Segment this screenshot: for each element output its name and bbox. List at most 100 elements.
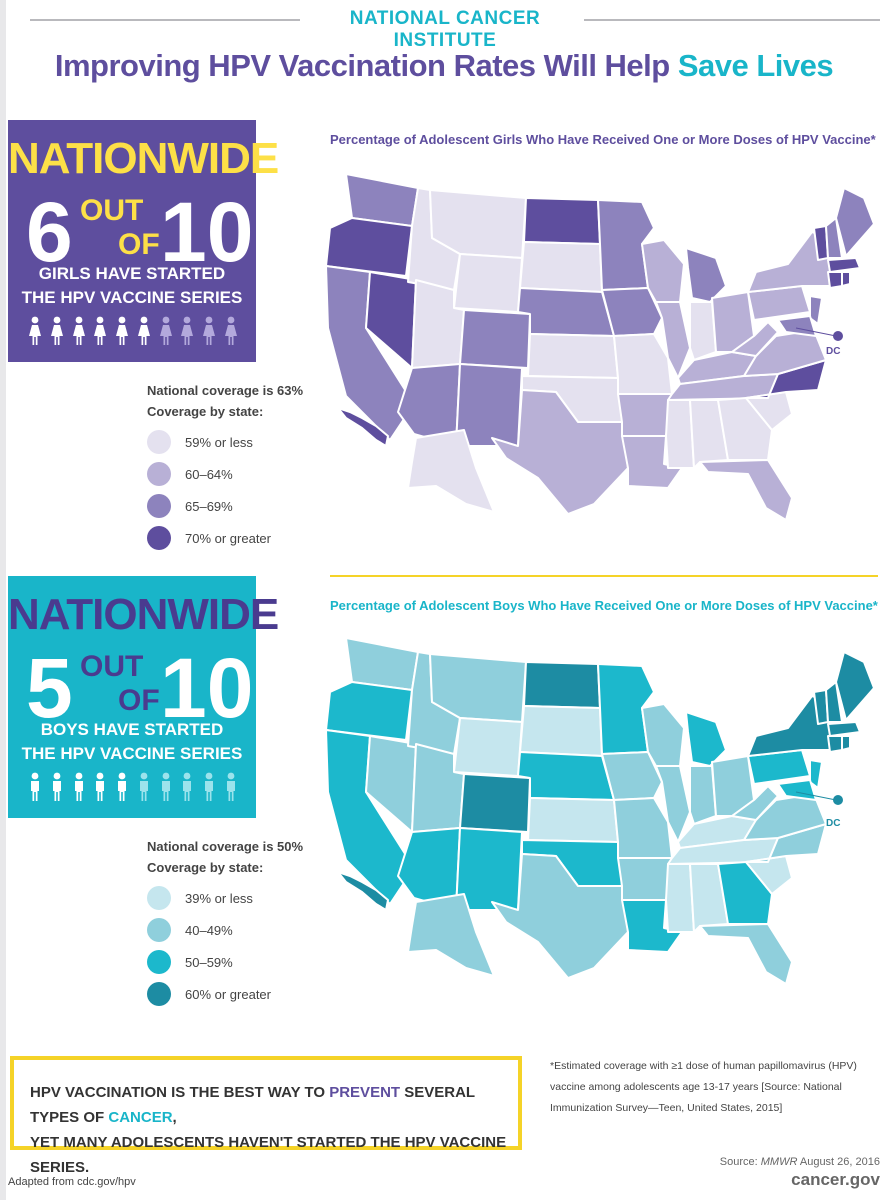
girl-icon — [224, 316, 238, 351]
girls-stat-box: NATIONWIDE 6 OUT OF 10 GIRLS HAVE STARTE… — [8, 120, 279, 362]
map-state-wv — [731, 785, 779, 821]
map-state-nd — [523, 661, 601, 709]
legend-label: 65–69% — [185, 498, 233, 514]
girls-legend-item: 70% or greater — [147, 526, 271, 550]
boy-icon — [115, 772, 129, 807]
legend-label: 39% or less — [185, 890, 253, 906]
header-rule-right — [584, 19, 880, 21]
girl-icon — [28, 316, 42, 351]
map-state-mo — [613, 333, 673, 395]
callout-part-3: , — [172, 1109, 177, 1126]
source-publication: MMWR — [760, 1156, 798, 1168]
section-divider — [330, 575, 878, 577]
boy-icon — [50, 772, 64, 807]
boy-icon — [93, 772, 107, 807]
legend-label: 60–64% — [185, 466, 233, 482]
girl-icon — [202, 316, 216, 351]
map-state-or — [325, 681, 413, 741]
girls-us-map — [325, 173, 875, 521]
map-state-or — [325, 217, 413, 277]
legend-label: 59% or less — [185, 434, 253, 450]
girls-caption-1: GIRLS HAVE STARTED — [38, 264, 226, 283]
legend-label: 40–49% — [185, 922, 233, 938]
boy-icon — [137, 772, 151, 807]
map-state-ak — [407, 893, 495, 977]
legend-swatch — [147, 950, 171, 974]
legend-label: 50–59% — [185, 954, 233, 970]
map-state-wy — [453, 717, 523, 777]
map-state-va — [743, 793, 827, 841]
map-state-ne — [517, 287, 615, 337]
map-state-co — [459, 309, 531, 369]
girls-legend-item: 60–64% — [147, 462, 233, 486]
boys-us-map — [325, 637, 875, 985]
org-name: NATIONAL CANCER INSTITUTE — [349, 8, 541, 51]
girls-legend-item: 59% or less — [147, 430, 253, 454]
girl-icon — [50, 316, 64, 351]
source-date: August 26, 2016 — [797, 1156, 880, 1168]
map-state-ri — [841, 735, 851, 751]
map-state-md — [777, 315, 817, 337]
map-state-me — [835, 651, 875, 721]
map-state-co — [459, 773, 531, 833]
map-state-ne — [517, 751, 615, 801]
map-state-ms — [665, 399, 695, 469]
page-title: Improving HPV Vaccination Rates Will Hel… — [0, 48, 888, 84]
girls-icon-row — [28, 316, 238, 351]
girls-total: 10 — [160, 185, 254, 279]
boys-legend-item: 60% or greater — [147, 982, 271, 1006]
map-state-mi — [685, 711, 727, 767]
header-rule-left — [30, 19, 300, 21]
boy-icon — [224, 772, 238, 807]
legend-swatch — [147, 982, 171, 1006]
map-state-mo — [613, 797, 673, 859]
girl-icon — [137, 316, 151, 351]
boys-of-word: OF — [118, 684, 160, 717]
map-state-nj — [809, 759, 823, 789]
legend-swatch — [147, 886, 171, 910]
boys-caption-1: BOYS HAVE STARTED — [40, 720, 224, 739]
map-state-md — [777, 779, 817, 801]
map-state-nj — [809, 295, 823, 325]
adapted-from: Adapted from cdc.gov/hpv — [8, 1176, 136, 1188]
boys-caption-2: THE HPV VACCINE SERIES — [21, 744, 243, 763]
map-state-va — [743, 329, 827, 377]
callout-cancer: CANCER — [108, 1109, 173, 1126]
site-url: cancer.gov — [791, 1170, 880, 1189]
boys-dc-label: DC — [826, 818, 841, 829]
legend-swatch — [147, 494, 171, 518]
map-state-ia — [601, 751, 663, 801]
boys-icon-row — [28, 772, 238, 807]
girl-icon — [93, 316, 107, 351]
map-state-sd — [519, 241, 603, 293]
girls-out-word: OUT — [80, 194, 144, 227]
map-state-nd — [523, 197, 601, 245]
boy-icon — [28, 772, 42, 807]
map-state-ma — [827, 257, 861, 273]
boys-legend-item: 50–59% — [147, 950, 233, 974]
boys-legend-item: 40–49% — [147, 918, 233, 942]
map-state-fl — [699, 459, 793, 521]
girls-dc-label: DC — [826, 346, 841, 357]
legend-swatch — [147, 526, 171, 550]
map-state-tx — [491, 389, 629, 515]
map-state-ia — [601, 287, 663, 337]
girl-icon — [72, 316, 86, 351]
map-state-ma — [827, 721, 861, 737]
map-state-ks — [527, 333, 619, 379]
title-accent: Save Lives — [677, 48, 834, 83]
map-state-in — [689, 765, 717, 825]
map-state-hi — [337, 871, 389, 911]
boys-total: 10 — [160, 641, 254, 735]
girl-icon — [115, 316, 129, 351]
map-state-hi — [337, 407, 389, 447]
legend-swatch — [147, 462, 171, 486]
map-dc-marker — [833, 331, 843, 341]
girls-map-title: Percentage of Adolescent Girls Who Have … — [330, 132, 876, 147]
boy-icon — [202, 772, 216, 807]
boys-count: 5 — [26, 641, 73, 735]
girls-nationwide-label: NATIONWIDE — [8, 134, 279, 183]
legend-label: 70% or greater — [185, 530, 271, 546]
callout-box: HPV VACCINATION IS THE BEST WAY TO PREVE… — [10, 1056, 522, 1176]
girls-legend-item: 65–69% — [147, 494, 233, 518]
